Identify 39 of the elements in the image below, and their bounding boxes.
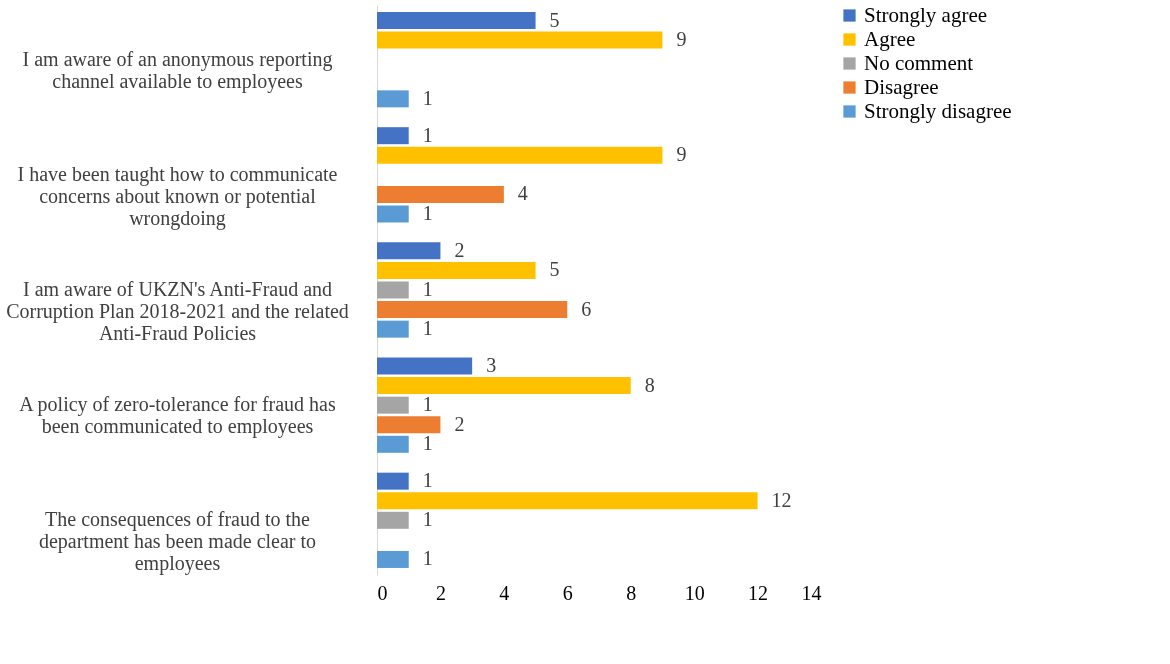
legend-label: No comment <box>864 50 974 75</box>
data-label: 12 <box>771 488 792 511</box>
data-label: 6 <box>581 297 592 320</box>
x-tick-label: 14 <box>801 581 822 604</box>
x-tick-label: 2 <box>435 581 446 604</box>
data-label: 1 <box>422 432 433 455</box>
data-label: 1 <box>422 202 433 224</box>
data-label: 2 <box>454 412 465 435</box>
data-label: 8 <box>644 373 655 396</box>
legend-label: Strongly disagree <box>864 98 1012 123</box>
data-label: 5 <box>549 8 560 31</box>
data-label: 1 <box>422 393 433 416</box>
data-label: 1 <box>422 278 433 300</box>
x-tick-label: 12 <box>748 581 769 604</box>
x-tick-label: 6 <box>562 581 573 604</box>
data-label: 5 <box>549 258 560 281</box>
data-label: 1 <box>422 508 433 531</box>
data-label: 1 <box>422 547 433 570</box>
data-label: 9 <box>676 143 687 166</box>
data-label: 1 <box>422 86 433 109</box>
x-tick-label: 10 <box>684 581 705 604</box>
data-label: 4 <box>517 182 528 205</box>
data-label: 1 <box>422 317 433 340</box>
x-tick-label: 8 <box>626 581 637 604</box>
y-tick-label: I have been taught how to communicate concerns about known or potential wrongdoing <box>17 162 338 230</box>
legend-label: Agree <box>864 26 916 51</box>
data-label: 9 <box>676 28 687 51</box>
x-tick-label: 0 <box>377 581 388 604</box>
data-label: 2 <box>454 238 465 261</box>
y-tick-label: The consequences of fraud to the department has been made clear to employees <box>38 508 317 576</box>
legend-label: Disagree <box>864 74 939 99</box>
x-tick-label: 4 <box>499 581 510 604</box>
data-label: 1 <box>422 469 433 492</box>
y-tick-label: I am aware of UKZN's Anti-Fraud and Corruption Plan 2018-2021 and the related Anti-Fraud Policies <box>6 278 349 344</box>
data-label: 3 <box>486 354 497 376</box>
y-tick-label: I am aware of an anonymous reporting channel available to employees <box>22 47 333 93</box>
data-label: 1 <box>422 123 433 146</box>
legend-label: Strongly agree <box>864 2 988 27</box>
y-tick-label: A policy of zero-tolerance for fraud has been communicated to employees <box>19 393 336 439</box>
